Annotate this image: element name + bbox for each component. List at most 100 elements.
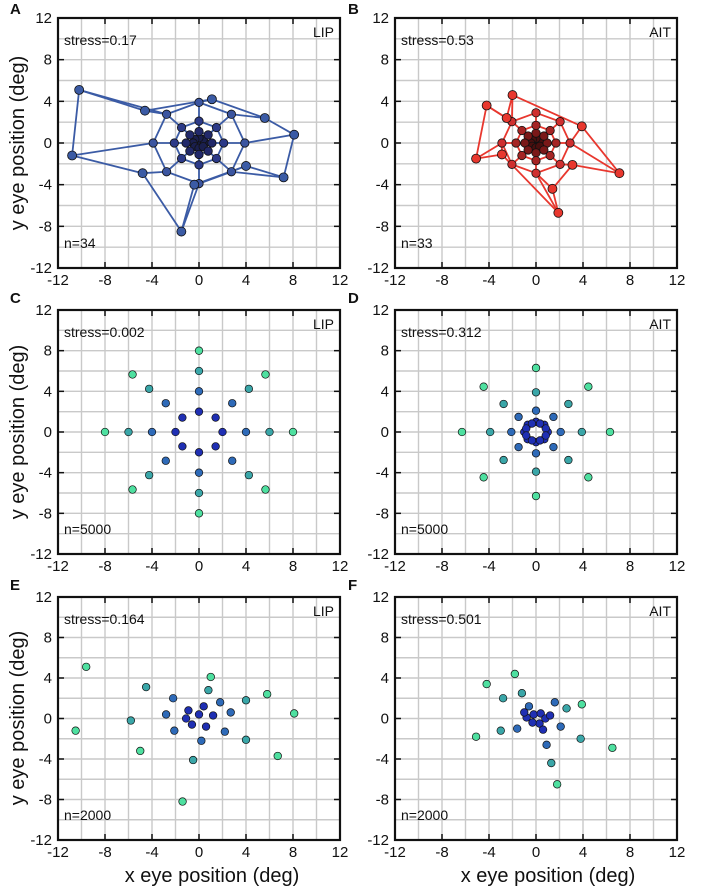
network-node xyxy=(531,120,541,130)
network-edge xyxy=(78,89,167,116)
network-node xyxy=(551,138,561,148)
scatter-point xyxy=(228,456,237,465)
x-tick-label: 12 xyxy=(669,844,686,861)
data-layer xyxy=(71,662,299,806)
scatter-point xyxy=(261,370,270,379)
x-tick-label: -4 xyxy=(145,558,158,575)
network-node xyxy=(137,168,148,179)
x-tick-label: -12 xyxy=(47,844,69,861)
y-tick-label: -4 xyxy=(39,177,52,194)
scatter-point xyxy=(522,424,531,433)
scatter-point xyxy=(218,427,227,437)
data-layer xyxy=(457,363,615,501)
network-node xyxy=(169,138,179,148)
scatter-point xyxy=(263,690,272,699)
scatter-point xyxy=(194,509,204,518)
scatter-point xyxy=(244,384,254,394)
x-tick-label: -4 xyxy=(482,558,495,575)
network-node xyxy=(547,183,558,194)
scatter-point xyxy=(147,427,157,437)
network-edge xyxy=(141,172,183,233)
x-axis-label-left: x eye position (deg) xyxy=(125,865,300,887)
network-edge xyxy=(535,172,560,214)
network-edge xyxy=(152,142,168,173)
network-node xyxy=(471,153,481,164)
y-tick-label: 8 xyxy=(44,630,52,647)
panel-letter: C xyxy=(10,290,21,307)
network-node xyxy=(176,226,187,237)
y-tick-label: 12 xyxy=(372,10,389,27)
scatter-point xyxy=(529,710,538,719)
scatter-point xyxy=(535,419,545,428)
network-edge xyxy=(230,113,246,144)
scatter-point xyxy=(220,727,230,736)
scatter-point xyxy=(531,491,541,501)
grid xyxy=(395,18,677,268)
scatter-point xyxy=(71,726,80,735)
y-tick-label: 8 xyxy=(44,343,52,360)
network-node xyxy=(531,168,541,178)
network-edge xyxy=(230,142,246,173)
scatter-point xyxy=(531,449,541,458)
scatter-point xyxy=(194,448,204,457)
scatter-point xyxy=(496,726,505,735)
scatter-point xyxy=(556,722,565,731)
scatter-point xyxy=(100,427,110,437)
network-node xyxy=(531,156,541,166)
network-node xyxy=(614,168,625,179)
y-tick-label: -12 xyxy=(30,546,52,563)
x-tick-label: 12 xyxy=(332,844,349,861)
network-edge xyxy=(152,113,168,144)
x-tick-label: 8 xyxy=(626,844,634,861)
grid xyxy=(58,597,340,840)
network-edge xyxy=(512,94,583,128)
network-node xyxy=(497,149,507,160)
y-axis-label-top: y eye position (deg) xyxy=(7,56,29,231)
scatter-point xyxy=(201,722,211,731)
scatter-point xyxy=(178,442,187,451)
y-tick-label: -8 xyxy=(39,218,52,235)
scatter-point xyxy=(168,694,178,703)
scatter-point xyxy=(215,698,225,707)
scatter-point xyxy=(184,706,193,715)
scatter-point xyxy=(199,702,208,711)
n-annotation: n=34 xyxy=(64,235,96,251)
scatter-point xyxy=(194,710,204,719)
scatter-point xyxy=(161,456,170,465)
x-tick-label: 0 xyxy=(532,844,540,861)
scatter-point xyxy=(520,708,529,717)
network-edge xyxy=(244,133,295,144)
network-node xyxy=(576,121,587,132)
network-node xyxy=(211,122,222,133)
scatter-point xyxy=(531,406,541,415)
panel-letter: B xyxy=(348,1,359,18)
network-edge xyxy=(71,154,143,175)
x-tick-label: -12 xyxy=(384,558,406,575)
network-node xyxy=(161,109,172,119)
y-tick-label: 4 xyxy=(44,93,52,110)
scatter-point xyxy=(161,399,170,408)
y-tick-label: -4 xyxy=(39,465,52,482)
stress-annotation: stress=0.312 xyxy=(401,324,482,340)
network-node xyxy=(189,179,200,190)
x-tick-label: 12 xyxy=(332,272,349,289)
scatter-point xyxy=(141,682,151,692)
scatter-point xyxy=(527,436,537,445)
y-tick-label: 4 xyxy=(44,670,52,687)
network-edge xyxy=(475,105,488,159)
scatter-point xyxy=(288,427,298,437)
network-node xyxy=(553,207,564,218)
scatter-point xyxy=(499,455,508,465)
network-node xyxy=(259,113,270,123)
stress-annotation: stress=0.17 xyxy=(64,32,137,48)
y-tick-label: -4 xyxy=(376,177,389,194)
x-tick-label: 8 xyxy=(289,844,297,861)
scatter-point xyxy=(527,419,537,428)
scatter-point xyxy=(124,427,133,437)
scatter-point xyxy=(541,431,550,440)
y-tick-label: -4 xyxy=(376,751,389,768)
network-node xyxy=(219,138,229,148)
x-tick-label: 8 xyxy=(289,558,297,575)
